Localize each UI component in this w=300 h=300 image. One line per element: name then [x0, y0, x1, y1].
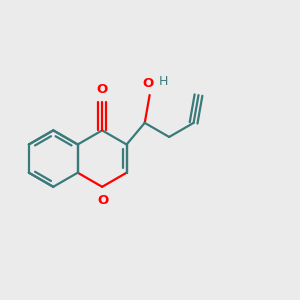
Text: H: H [159, 75, 168, 88]
Text: O: O [97, 83, 108, 96]
Text: O: O [143, 77, 154, 90]
Text: O: O [98, 194, 109, 207]
